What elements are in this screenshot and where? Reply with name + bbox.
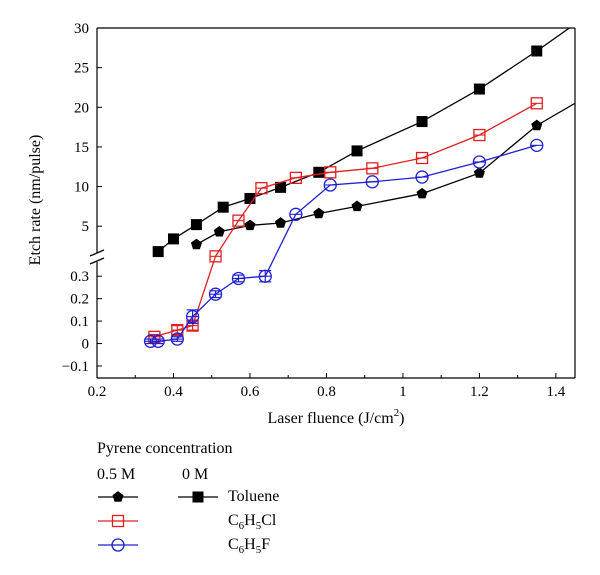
data-point-toluene-05m: [313, 207, 325, 219]
y-tick-label: 0: [82, 337, 90, 353]
y-tick-label: 0.3: [70, 269, 89, 285]
series-line-toluene-0m: [157, 28, 571, 253]
y-tick-label: 20: [74, 100, 89, 116]
data-point-toluene-05m: [531, 119, 543, 131]
legend-toluene-05m-marker: [112, 491, 124, 502]
x-axis-title-end: ): [399, 410, 404, 427]
y-tick-label: 30: [74, 21, 89, 37]
data-point-toluene-0m: [217, 201, 229, 213]
data-point-toluene-05m: [244, 219, 256, 231]
series-line-toluene-05m: [196, 102, 575, 245]
axis-break-mark: [89, 257, 105, 265]
data-point-toluene-0m: [244, 192, 256, 204]
data-point-toluene-0m: [313, 166, 325, 178]
data-point-toluene-0m: [473, 83, 485, 95]
x-axis-title-superscript: 2: [394, 407, 400, 419]
x-tick-label: 1.2: [470, 384, 489, 400]
y-tick-label: −0.1: [62, 359, 89, 375]
x-tick-label: 0.2: [88, 384, 107, 400]
y-tick-label: 0.1: [70, 314, 89, 330]
data-point-toluene-05m: [213, 225, 225, 237]
x-tick-label: 1.4: [547, 384, 566, 400]
x-axis-title-main: Laser fluence (J/cm: [268, 410, 395, 427]
series-line-c6h5cl-05m: [154, 102, 538, 338]
data-point-toluene-05m: [351, 200, 363, 212]
y-tick-label: 5: [82, 219, 90, 235]
y-tick-label: 25: [74, 61, 89, 77]
data-point-toluene-0m: [531, 45, 543, 57]
data-point-toluene-0m: [167, 233, 179, 245]
x-tick-label: 0.6: [241, 384, 260, 400]
x-tick-label: 0.4: [164, 384, 183, 400]
data-point-toluene-0m: [416, 116, 428, 128]
x-axis-title: Laser fluence (J/cm2): [268, 407, 405, 427]
data-point-toluene-05m: [275, 217, 287, 228]
data-point-toluene-0m: [351, 145, 363, 157]
data-point-toluene-0m: [190, 219, 202, 231]
plot-area: [143, 28, 575, 348]
data-point-toluene-0m: [275, 181, 287, 193]
y-tick-label: 10: [74, 180, 89, 196]
data-point-toluene-0m: [152, 246, 164, 258]
legend-toluene-0m-marker: [192, 491, 204, 503]
x-tick-label: 0.8: [317, 384, 336, 400]
data-point-toluene-05m: [473, 167, 485, 178]
y-tick-label: 15: [74, 140, 89, 156]
data-point-toluene-05m: [416, 187, 428, 199]
x-tick-label: 1: [399, 384, 407, 400]
legend-markers: [98, 491, 218, 552]
data-point-toluene-05m: [190, 238, 202, 250]
axes: 0.2 0.4 0.6 0.8 1 1.2 1.4 5 10 15 20 25 30 −0.1 0 0.1 0.…: [62, 21, 576, 400]
y-tick-label: 0.2: [70, 292, 89, 308]
y-axis-title: Etch rate (nm/pulse): [27, 135, 44, 266]
axis-break-mark: [89, 249, 105, 257]
